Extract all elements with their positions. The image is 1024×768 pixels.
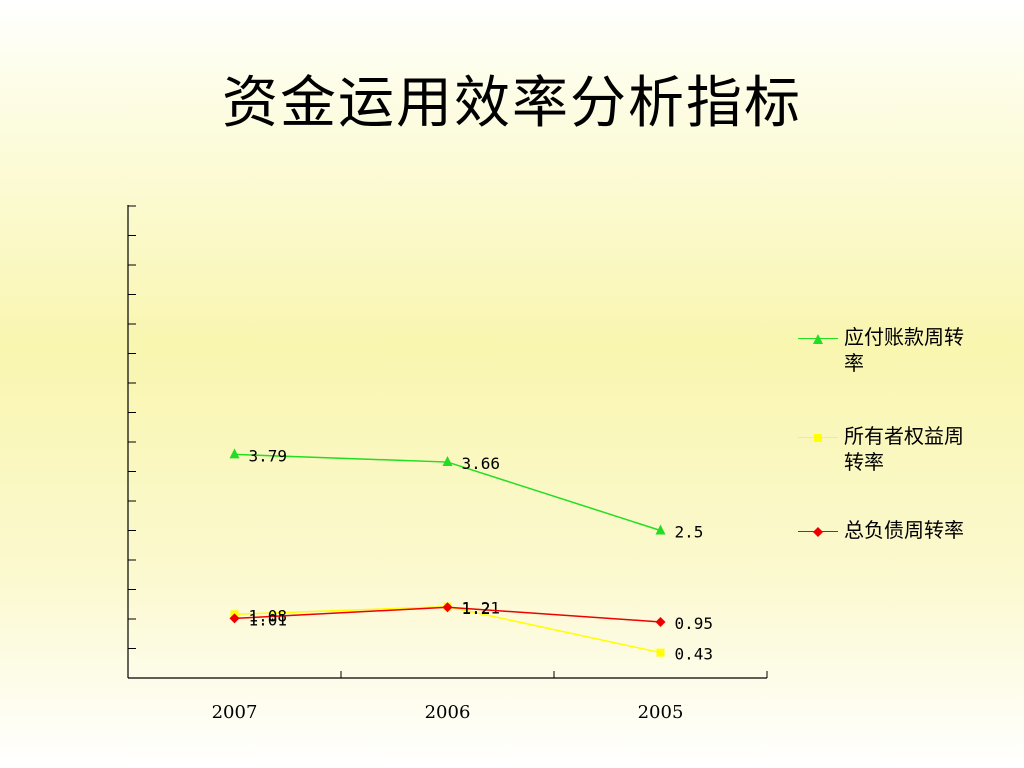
data-label: 3.66 (462, 454, 501, 473)
triangle-marker-icon (813, 334, 823, 344)
square-marker-icon (814, 434, 822, 442)
data-label: 0.95 (675, 614, 714, 633)
diamond-marker-icon (813, 527, 823, 537)
data-label: 2.5 (675, 523, 704, 542)
series-2: 1.01 1.2 0.95 (229, 599, 714, 633)
data-label: 1.21 (462, 599, 501, 618)
data-point-marker (229, 613, 240, 624)
data-point-marker (229, 448, 240, 459)
data-point-marker (655, 524, 666, 535)
x-tick-label: 2005 (638, 702, 684, 723)
legend-item-payables-turnover: 应付账款周转率 (798, 324, 988, 384)
data-label: 1.2 (462, 599, 491, 618)
x-axis-labels: 2007 2006 2005 (212, 702, 684, 723)
data-point-marker (655, 616, 666, 627)
series-line (234, 605, 661, 654)
data-label: 3.79 (249, 446, 288, 465)
data-label: 1.08 (249, 606, 288, 625)
data-point-marker (442, 456, 453, 467)
chart-axes (127, 205, 768, 679)
legend-item-equity-turnover: 所有者权益周转率 (798, 423, 988, 483)
x-tick-label: 2007 (212, 702, 258, 723)
chart-series-layer: 3.79 3.66 2.5 1.08 1.21 0.43 1.01 1.2 0.95 (229, 446, 714, 664)
x-tick-label: 2006 (425, 702, 471, 723)
legend-label: 所有者权益周转率 (844, 424, 964, 474)
data-label: 1.01 (249, 610, 288, 629)
legend-item-liabilities-turnover: 总负债周转率 (798, 517, 988, 577)
legend-label: 应付账款周转率 (844, 325, 964, 375)
data-label: 0.43 (675, 645, 714, 664)
data-point-marker (442, 602, 453, 613)
series-0: 3.79 3.66 2.5 (229, 446, 704, 542)
page-title: 资金运用效率分析指标 (222, 71, 802, 136)
data-point-marker (656, 648, 665, 657)
legend-label: 总负债周转率 (844, 518, 964, 542)
